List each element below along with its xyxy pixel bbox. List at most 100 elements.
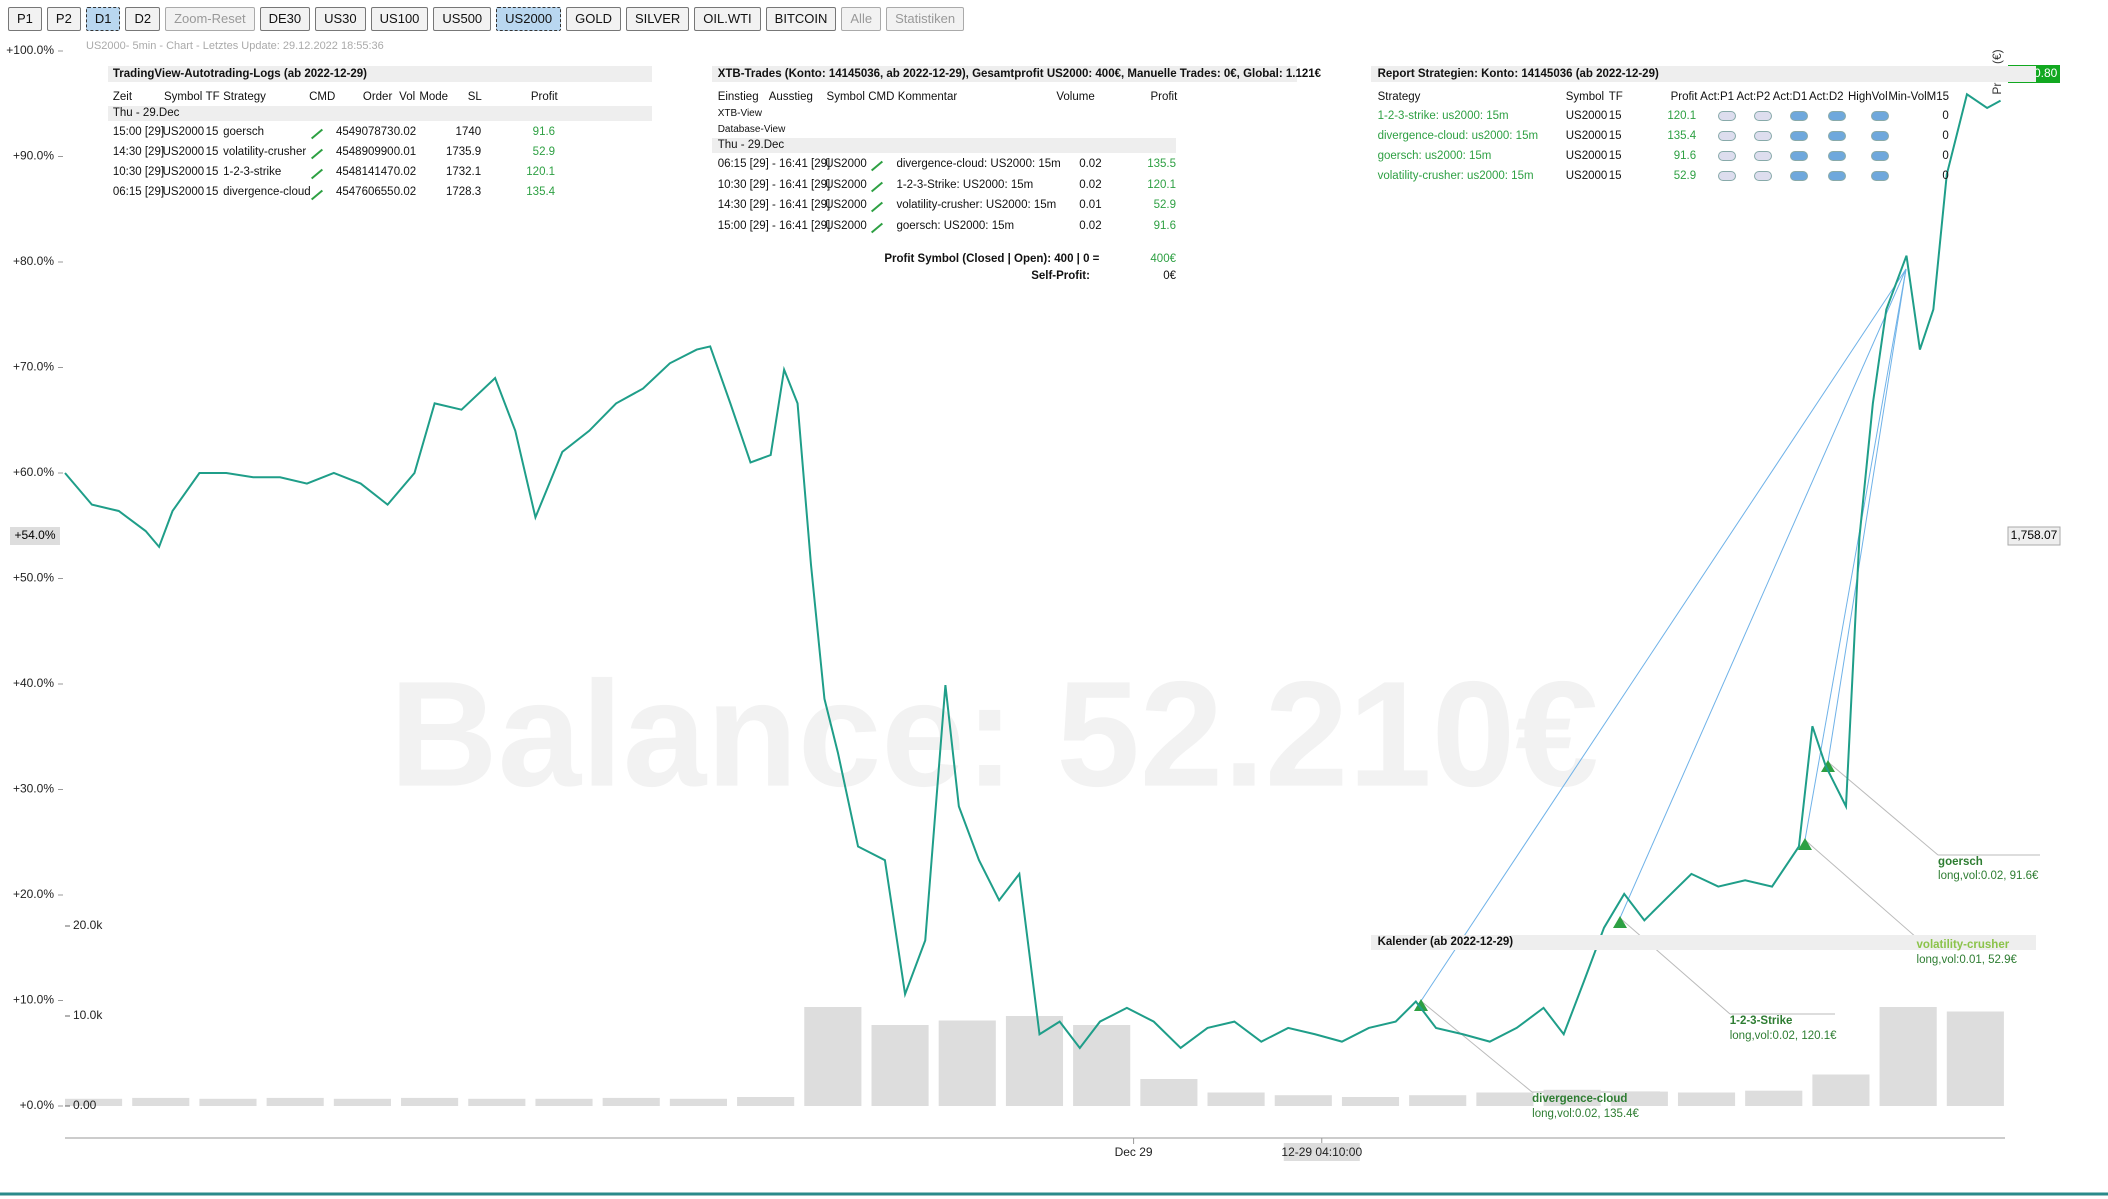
trade-cell: 10:30 [29] - 16:41 [29] — [717, 178, 831, 191]
toggle — [1827, 110, 1846, 121]
toolbar-button[interactable]: P1 — [8, 7, 42, 31]
column-header: Strategy — [223, 90, 266, 103]
column-header: TF — [1608, 90, 1623, 103]
toolbar-button[interactable]: US100 — [370, 7, 429, 31]
log-cell: US2000 — [162, 145, 205, 158]
y-tick-label: +30.0% — [13, 782, 54, 796]
group-label: Thu - 29.Dec — [717, 139, 785, 152]
toolbar-button[interactable]: Zoom-Reset — [165, 7, 255, 31]
column-header: Volume — [1056, 90, 1095, 103]
toolbar-button[interactable]: D2 — [125, 7, 161, 31]
toggle — [1717, 151, 1736, 162]
report-cell: 135.4 — [1667, 129, 1697, 142]
trade-cell: 06:15 [29] - 16:41 [29] — [717, 157, 831, 170]
column-header: Symbol — [1565, 90, 1605, 103]
trade-cell: 0.01 — [1079, 199, 1102, 212]
footer-value: 400€ — [1150, 253, 1176, 266]
log-cell: 52.9 — [532, 145, 556, 158]
volume-bar — [737, 1097, 795, 1106]
watermark: Balance: 52.210€ — [389, 650, 1598, 818]
y-tick-label: +50.0% — [13, 571, 54, 585]
volume-bar — [333, 1098, 391, 1106]
column-header: Mode — [419, 90, 449, 103]
trade-cell: volatility-crusher: US2000: 15m — [896, 199, 1057, 212]
volume-bar — [938, 1020, 996, 1106]
log-cell: 06:15 [29] — [112, 186, 165, 199]
volume-bar — [1476, 1092, 1534, 1106]
column-header: TF — [205, 90, 220, 103]
toggle — [1753, 171, 1772, 182]
toolbar-button[interactable]: DE30 — [259, 7, 311, 31]
panel-title: Report Strategien: Konto: 14145036 (ab 2… — [1377, 67, 1659, 80]
volume-bar — [132, 1097, 190, 1106]
toolbar-button[interactable]: GOLD — [566, 7, 621, 31]
toggle — [1870, 171, 1889, 182]
annotation-title: goersch — [1938, 855, 1983, 868]
trade-cell: 0.02 — [1079, 178, 1102, 191]
volume-bar — [1879, 1007, 1937, 1106]
trade-cell: US2000 — [825, 219, 867, 232]
toolbar: P1 P2 D1 D2 Zoom-Reset DE30 US30 US100 US500 US20… — [8, 7, 965, 31]
report-cell: 15 — [1608, 149, 1622, 162]
volume-bar — [669, 1098, 727, 1106]
toolbar-button[interactable]: SILVER — [625, 7, 690, 31]
volume-bar — [1005, 1016, 1064, 1106]
report-cell: divergence-cloud: us2000: 15m — [1377, 129, 1539, 142]
toggle — [1753, 131, 1772, 142]
y-tick-label: +100.0% — [6, 43, 54, 57]
panel-title: TradingView-Autotrading-Logs (ab 2022-12… — [112, 67, 367, 80]
toolbar-button[interactable]: US500 — [433, 7, 492, 31]
toolbar-button[interactable]: OIL.WTI — [694, 7, 761, 31]
toggle — [1827, 131, 1846, 142]
toolbar-button[interactable]: BITCOIN — [765, 7, 837, 31]
column-header: Symbol — [163, 90, 203, 103]
toolbar-button[interactable]: Alle — [841, 7, 882, 31]
volume-bar — [468, 1098, 526, 1106]
toggle — [1827, 151, 1846, 162]
log-cell: 454890990 — [336, 145, 394, 158]
calendar-title: Kalender (ab 2022-12-29) — [1377, 936, 1514, 949]
report-cell: goersch: us2000: 15m — [1377, 149, 1492, 162]
footer-label: Profit Symbol (Closed | Open): 400 | 0 = — [884, 253, 1100, 266]
log-cell: 0.02 — [393, 186, 417, 199]
log-cell: 10:30 [29] — [112, 166, 165, 179]
volume-bar — [401, 1097, 459, 1106]
crosshair-price: 1,758.07 — [2011, 528, 2058, 542]
toggle — [1717, 171, 1736, 182]
volume-bar — [199, 1098, 257, 1106]
report-cell: 0 — [1942, 149, 1949, 162]
report-cell: US2000 — [1565, 129, 1608, 142]
trade-cell: US2000 — [825, 199, 867, 212]
report-cell: 0 — [1942, 129, 1949, 142]
chart-info: US2000- 5min - Chart - Letztes Update: 2… — [86, 40, 384, 52]
volume-bar — [804, 1007, 862, 1106]
y-tick-label: +10.0% — [13, 993, 54, 1007]
toolbar-button[interactable]: US30 — [315, 7, 366, 31]
panel-title: XTB-Trades (Konto: 14145036, ab 2022-12-… — [717, 67, 1322, 80]
toggle — [1753, 151, 1772, 162]
trade-cell: 52.9 — [1153, 199, 1176, 212]
group-bar — [712, 138, 1176, 154]
report-cell: US2000 — [1565, 170, 1608, 183]
volume-bar — [1207, 1092, 1265, 1106]
y-tick-label: +90.0% — [13, 149, 54, 163]
panel-title-bar — [712, 65, 1297, 82]
log-cell: US2000 — [162, 166, 205, 179]
toolbar-button[interactable]: US2000 — [496, 7, 562, 31]
volume-bar — [1543, 1089, 1601, 1106]
log-cell: 1-2-3-strike — [223, 166, 282, 179]
toolbar-button[interactable]: P2 — [46, 7, 81, 31]
trade-cell: 91.6 — [1153, 219, 1176, 232]
toolbar-button[interactable]: Statistiken — [886, 7, 965, 31]
report-cell: 52.9 — [1673, 170, 1697, 183]
column-header: Act:P1 — [1700, 90, 1735, 103]
trade-cell: 14:30 [29] - 16:41 [29] — [717, 199, 831, 212]
log-cell: 120.1 — [526, 166, 556, 179]
log-cell: divergence-cloud — [223, 186, 311, 199]
trade-cell: 15:00 [29] - 16:41 [29] — [717, 219, 831, 232]
log-cell: 91.6 — [532, 125, 556, 138]
column-header: HighVol — [1848, 90, 1888, 103]
calendar-bar — [1370, 935, 2037, 951]
toolbar-button[interactable]: D1 — [85, 7, 121, 31]
